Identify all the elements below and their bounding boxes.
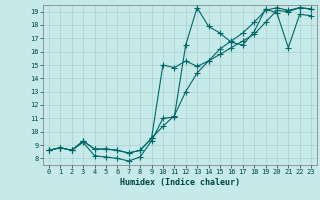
- X-axis label: Humidex (Indice chaleur): Humidex (Indice chaleur): [120, 178, 240, 187]
